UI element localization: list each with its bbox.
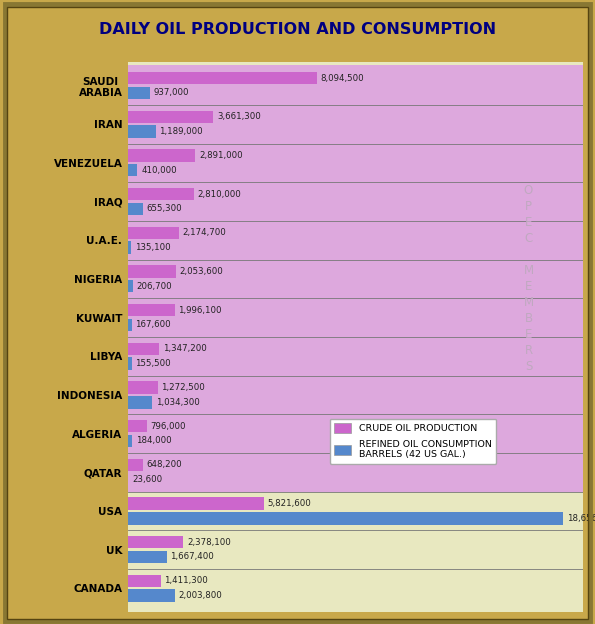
Bar [128,319,132,331]
Text: 796,000: 796,000 [150,422,186,431]
Text: 1,667,400: 1,667,400 [171,552,214,562]
Bar [128,241,131,254]
Text: 2,810,000: 2,810,000 [197,190,241,199]
Bar [128,125,156,138]
Text: 648,200: 648,200 [147,461,182,469]
Text: 2,174,700: 2,174,700 [182,228,226,238]
Text: 18,656,600: 18,656,600 [567,514,595,523]
Legend: CRUDE OIL PRODUCTION, REFINED OIL CONSUMPTION
BARRELS (42 US GAL.): CRUDE OIL PRODUCTION, REFINED OIL CONSUM… [330,419,496,464]
Bar [128,265,176,278]
Text: 1,411,300: 1,411,300 [164,577,208,585]
Text: 184,000: 184,000 [136,436,171,446]
Text: 1,996,100: 1,996,100 [178,306,222,314]
Bar [128,420,146,432]
Text: 1,272,500: 1,272,500 [161,383,205,392]
Bar [128,551,167,563]
Bar [128,188,193,200]
Bar [128,459,143,471]
Bar [128,203,143,215]
Bar [128,110,214,123]
Text: 2,003,800: 2,003,800 [178,591,222,600]
Text: 1,347,200: 1,347,200 [163,344,207,353]
Text: 3,661,300: 3,661,300 [217,112,261,122]
Bar [128,149,195,162]
Text: 155,500: 155,500 [135,359,171,368]
Text: 2,053,600: 2,053,600 [180,267,223,276]
Bar [128,164,137,177]
Text: 135,100: 135,100 [134,243,170,252]
Bar [128,343,159,355]
Bar [128,435,132,447]
Bar [128,396,152,409]
Bar [128,381,158,394]
Bar [128,227,178,239]
Bar [128,66,583,492]
Text: 167,600: 167,600 [136,321,171,329]
Text: 23,600: 23,600 [132,475,162,484]
Text: 410,000: 410,000 [141,166,177,175]
Text: DAILY OIL PRODUCTION AND CONSUMPTION: DAILY OIL PRODUCTION AND CONSUMPTION [99,22,496,37]
Bar [128,512,563,525]
Text: O
P
E
C
 
M
E
M
B
E
R
S: O P E C M E M B E R S [524,185,534,373]
Text: 1,189,000: 1,189,000 [159,127,203,136]
Text: 655,300: 655,300 [147,205,183,213]
Text: 8,094,500: 8,094,500 [321,74,364,83]
Text: 206,700: 206,700 [136,282,172,291]
Bar [128,590,175,602]
Text: 2,378,100: 2,378,100 [187,538,231,547]
Bar [128,575,161,587]
Bar [128,72,317,84]
Bar [128,536,183,548]
Bar [128,304,174,316]
Text: 1,034,300: 1,034,300 [156,398,199,407]
Bar [128,87,150,99]
Bar [128,497,264,510]
Text: 5,821,600: 5,821,600 [268,499,311,508]
Text: 2,891,000: 2,891,000 [199,151,243,160]
Bar [128,280,133,293]
Text: 937,000: 937,000 [154,89,189,97]
Bar [128,358,131,370]
